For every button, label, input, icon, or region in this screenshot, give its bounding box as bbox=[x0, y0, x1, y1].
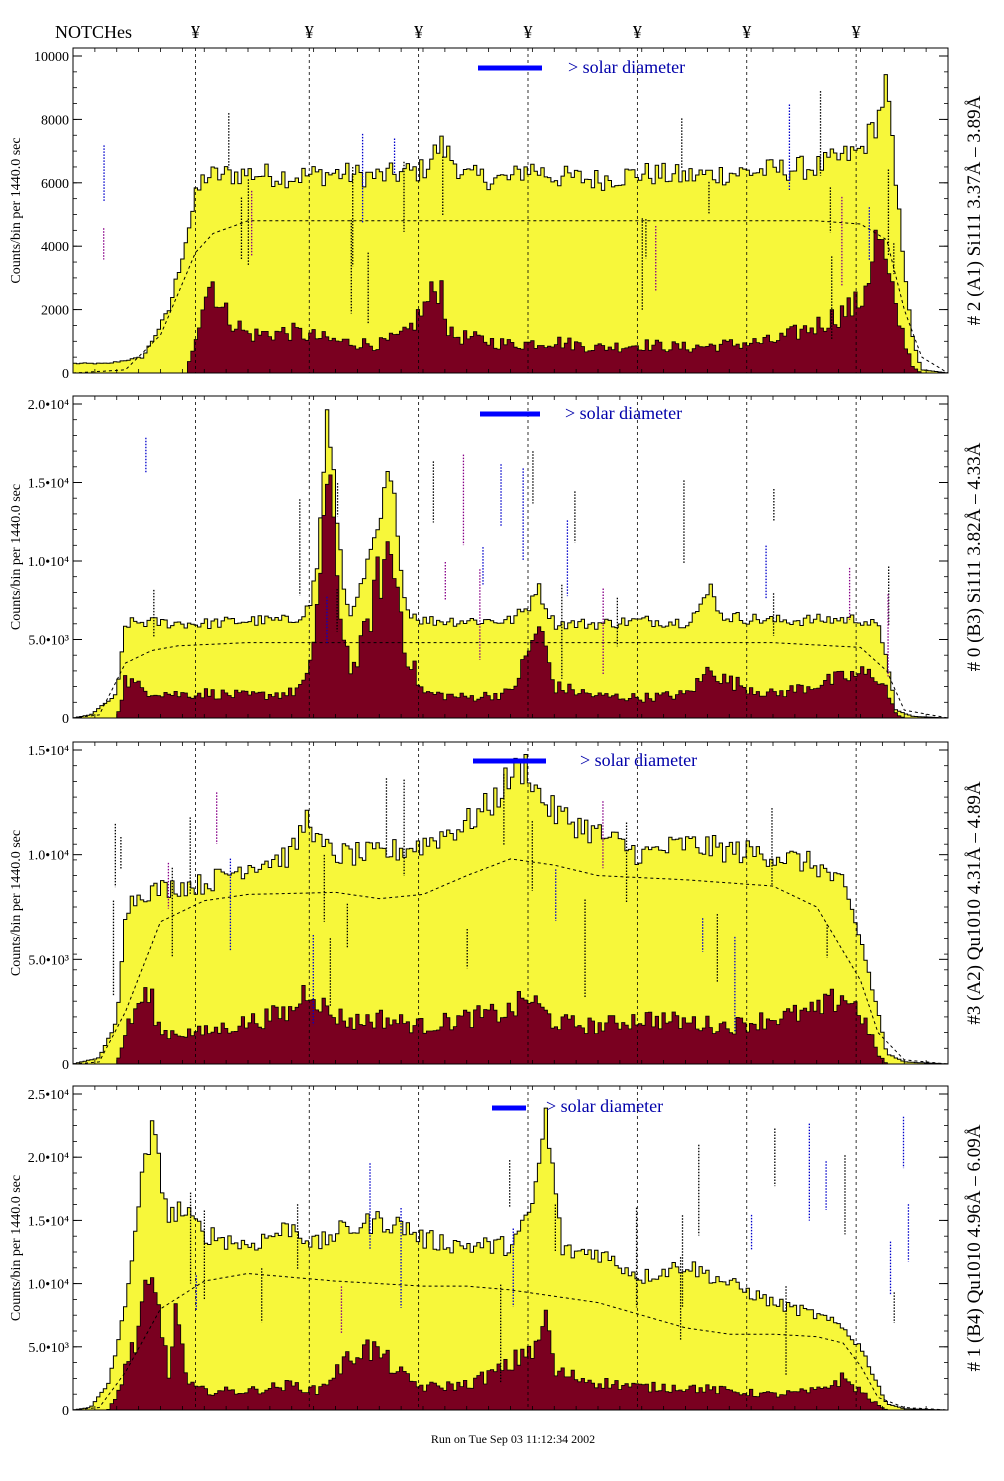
y-tick-label: 0 bbox=[62, 712, 69, 727]
panel-title: # 1 (B4) Qu1010 4.96Å – 6.09Å bbox=[964, 1124, 985, 1371]
y-axis-label: Counts/bin per 1440.0 sec bbox=[9, 137, 24, 283]
chart-panel: 0 5.0•10³ 1.0•10⁴ 1.5•10⁴ Counts/bin per 144… bbox=[9, 741, 985, 1073]
run-timestamp: Run on Tue Sep 03 11:12:34 2002 bbox=[431, 1432, 595, 1446]
y-tick-label: 2.0•10⁴ bbox=[28, 1151, 69, 1166]
y-tick-label: 2.5•10⁴ bbox=[28, 1088, 69, 1103]
y-tick-label: 1.5•10⁴ bbox=[28, 477, 69, 492]
y-tick-label: 8000 bbox=[41, 113, 69, 128]
y-axis-label: Counts/bin per 1440.0 sec bbox=[9, 830, 24, 976]
model-curve bbox=[72, 858, 949, 1065]
subset-counts-histogram bbox=[73, 229, 948, 374]
total-counts-histogram bbox=[72, 754, 949, 1065]
notch-symbol: ¥ bbox=[742, 22, 751, 42]
line-id-marks bbox=[103, 91, 895, 340]
notch-symbol: ¥ bbox=[852, 22, 861, 42]
chart-panel: 0 5.0•10³ 1.0•10⁴ 1.5•10⁴ 2.0•10⁴ 2.5•10⁴ Coun… bbox=[9, 1085, 985, 1419]
y-tick-label: 5.0•10³ bbox=[28, 1341, 69, 1356]
y-tick-label: 5.0•10³ bbox=[28, 634, 69, 649]
notch-symbol: ¥ bbox=[414, 22, 423, 42]
panel-title: # 2 (A1) Si111 3.37Å – 3.89Å bbox=[964, 95, 985, 325]
model-curve bbox=[72, 220, 949, 374]
y-tick-label: 1.0•10⁴ bbox=[28, 1278, 69, 1293]
y-tick-label: 1.0•10⁴ bbox=[28, 849, 69, 864]
legend-label: > solar diameter bbox=[568, 57, 685, 77]
y-tick-label: 4000 bbox=[41, 240, 69, 255]
chart-panel: 0 5.0•10³ 1.0•10⁴ 1.5•10⁴ 2.0•10⁴ Counts/bin … bbox=[9, 395, 985, 727]
subset-counts-histogram bbox=[73, 985, 948, 1065]
chart-panels: 0 2000 4000 6000 8000 10000 Counts/bin per 144… bbox=[9, 47, 985, 1419]
line-id-marks bbox=[112, 774, 828, 1034]
y-tick-label: 2.0•10⁴ bbox=[28, 398, 69, 413]
panel-title: #3 (A2) Qu1010 4.31Å – 4.89Å bbox=[964, 781, 985, 1025]
model-curve bbox=[72, 1272, 949, 1411]
y-tick-label: 0 bbox=[62, 1058, 69, 1073]
total-counts-histogram bbox=[72, 409, 949, 719]
y-tick-label: 0 bbox=[62, 367, 69, 382]
notch-symbol: ¥ bbox=[524, 22, 533, 42]
subset-counts-histogram bbox=[73, 1277, 948, 1411]
y-tick-label: 1.0•10⁴ bbox=[28, 555, 69, 570]
model-curve bbox=[72, 642, 949, 719]
y-tick-label: 5.0•10³ bbox=[28, 953, 69, 968]
y-tick-label: 10000 bbox=[34, 50, 69, 65]
panel-title: # 0 (B3) Si111 3.82Å – 4.33Å bbox=[964, 442, 985, 671]
chart-panel: 0 2000 4000 6000 8000 10000 Counts/bin per 144… bbox=[9, 47, 985, 382]
y-tick-label: 2000 bbox=[41, 304, 69, 319]
legend-label: > solar diameter bbox=[565, 403, 682, 423]
y-tick-label: 0 bbox=[62, 1404, 69, 1419]
legend-label: > solar diameter bbox=[580, 750, 697, 770]
line-id-marks bbox=[189, 1116, 910, 1384]
subset-counts-histogram bbox=[73, 474, 948, 719]
notch-symbol: ¥ bbox=[633, 22, 642, 42]
legend-label: > solar diameter bbox=[546, 1096, 663, 1116]
y-tick-label: 6000 bbox=[41, 177, 69, 192]
y-axis-label: Counts/bin per 1440.0 sec bbox=[9, 1175, 24, 1321]
notch-symbols: ¥ ¥ ¥ ¥ ¥ ¥ ¥ bbox=[191, 22, 861, 42]
total-counts-histogram bbox=[72, 74, 949, 374]
y-axis-label: Counts/bin per 1440.0 sec bbox=[9, 484, 24, 630]
notch-symbol: ¥ bbox=[305, 22, 314, 42]
y-tick-label: 1.5•10⁴ bbox=[28, 744, 69, 759]
y-tick-label: 1.5•10⁴ bbox=[28, 1214, 69, 1229]
total-counts-histogram bbox=[72, 1107, 948, 1411]
line-id-marks bbox=[145, 437, 890, 679]
notches-label: NOTCHes bbox=[55, 22, 132, 42]
notch-symbol: ¥ bbox=[191, 22, 200, 42]
